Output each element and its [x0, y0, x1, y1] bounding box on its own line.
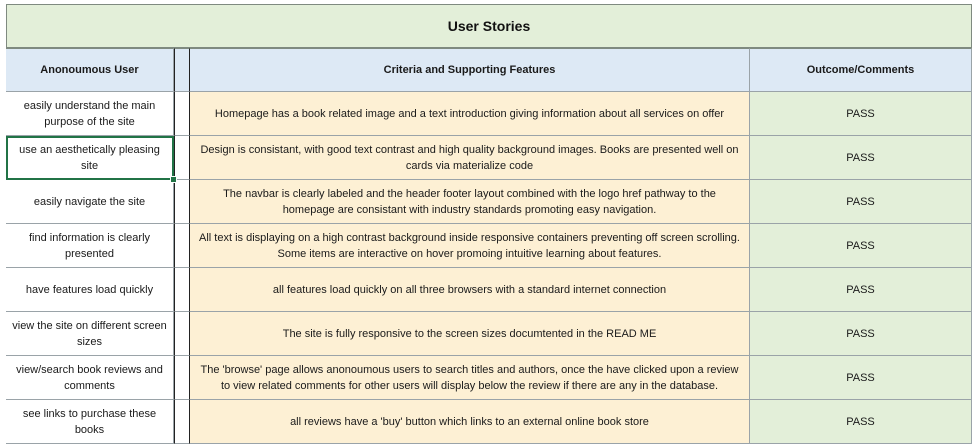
cell-criteria[interactable]: The navbar is clearly labeled and the he…	[190, 180, 750, 224]
cell-separator[interactable]	[174, 312, 190, 356]
cell-outcome[interactable]: PASS	[750, 92, 972, 136]
header-user[interactable]: Anonoumous User	[6, 48, 174, 92]
cell-user[interactable]: view/search book reviews and comments	[6, 356, 174, 400]
header-outcome[interactable]: Outcome/Comments	[750, 48, 972, 92]
header-separator[interactable]	[174, 48, 190, 92]
cell-user[interactable]: find information is clearly presented	[6, 224, 174, 268]
cell-separator[interactable]	[174, 136, 190, 180]
cell-outcome[interactable]: PASS	[750, 224, 972, 268]
cell-user[interactable]: easily navigate the site	[6, 180, 174, 224]
table-title[interactable]: User Stories	[6, 4, 972, 48]
cell-outcome[interactable]: PASS	[750, 400, 972, 444]
cell-user[interactable]: view the site on different screen sizes	[6, 312, 174, 356]
cell-criteria[interactable]: Design is consistant, with good text con…	[190, 136, 750, 180]
cell-outcome[interactable]: PASS	[750, 312, 972, 356]
cell-separator[interactable]	[174, 180, 190, 224]
cell-outcome[interactable]: PASS	[750, 268, 972, 312]
cell-separator[interactable]	[174, 224, 190, 268]
header-criteria[interactable]: Criteria and Supporting Features	[190, 48, 750, 92]
cell-criteria[interactable]: The site is fully responsive to the scre…	[190, 312, 750, 356]
cell-outcome[interactable]: PASS	[750, 180, 972, 224]
cell-separator[interactable]	[174, 92, 190, 136]
cell-outcome[interactable]: PASS	[750, 356, 972, 400]
cell-criteria[interactable]: Homepage has a book related image and a …	[190, 92, 750, 136]
cell-criteria[interactable]: all reviews have a 'buy' button which li…	[190, 400, 750, 444]
cell-criteria[interactable]: All text is displaying on a high contras…	[190, 224, 750, 268]
cell-outcome[interactable]: PASS	[750, 136, 972, 180]
cell-user[interactable]: have features load quickly	[6, 268, 174, 312]
fill-handle[interactable]	[170, 176, 177, 183]
cell-user[interactable]: use an aesthetically pleasing site	[6, 136, 174, 180]
cell-user[interactable]: easily understand the main purpose of th…	[6, 92, 174, 136]
cell-separator[interactable]	[174, 268, 190, 312]
cell-separator[interactable]	[174, 356, 190, 400]
cell-criteria[interactable]: The 'browse' page allows anonoumous user…	[190, 356, 750, 400]
cell-separator[interactable]	[174, 400, 190, 444]
cell-criteria[interactable]: all features load quickly on all three b…	[190, 268, 750, 312]
cell-user[interactable]: see links to purchase these books	[6, 400, 174, 444]
